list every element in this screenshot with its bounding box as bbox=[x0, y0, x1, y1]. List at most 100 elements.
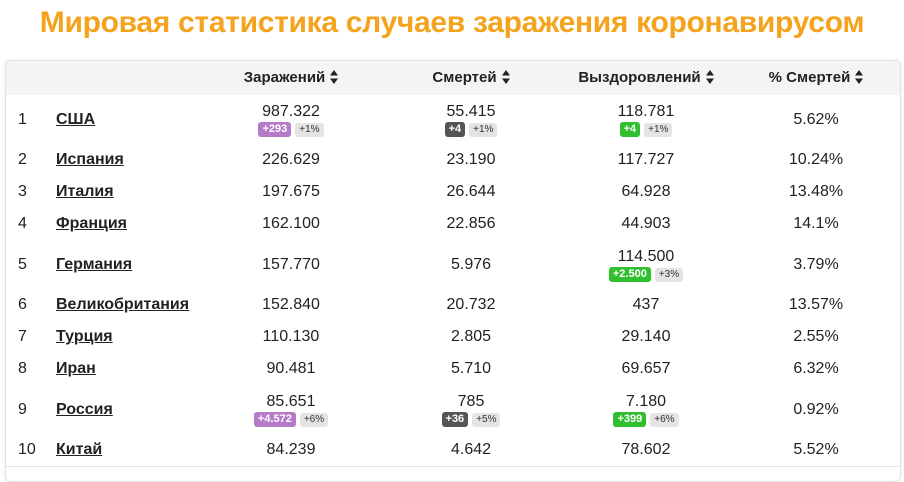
country-cell: Испания bbox=[56, 144, 226, 176]
deaths-cell: 2.805 bbox=[450, 328, 492, 345]
death-rate-cell: 0.92% bbox=[793, 400, 839, 418]
death-rate-cell: 3.79% bbox=[793, 255, 839, 273]
table-row: 7 Турция 110.130 2.805 29.140 2.55% bbox=[6, 321, 900, 354]
deaths-value: 785 bbox=[457, 393, 485, 410]
country-link[interactable]: Италия bbox=[56, 183, 114, 200]
country-link[interactable]: Иран bbox=[56, 360, 96, 377]
country-cell: Турция bbox=[56, 321, 226, 353]
infections-cell: 110.130 bbox=[262, 328, 320, 345]
country-link[interactable]: Россия bbox=[56, 400, 113, 418]
deaths-value: 55.415 bbox=[446, 103, 496, 120]
column-header-death-rate[interactable]: % Смертей bbox=[741, 61, 891, 95]
recovered-delta-badge: +4 bbox=[619, 122, 641, 137]
deaths-percent-badge: +5% bbox=[472, 412, 501, 427]
table-row: 5 Германия 157.770 5.976 114.500 +2.500 … bbox=[6, 240, 900, 290]
deaths-badges: +36 +5% bbox=[441, 412, 501, 427]
table-row: 4 Франция 162.100 22.856 44.903 14.1% bbox=[6, 208, 900, 241]
rank-cell: 9 bbox=[18, 400, 27, 418]
column-header-label: Выздоровлений bbox=[578, 69, 701, 86]
table-row: 1 США 987.322 +293 +1% 55.415 +4 +1% 118… bbox=[6, 95, 900, 145]
column-header-label: Заражений bbox=[243, 69, 326, 86]
deaths-delta-badge: +36 bbox=[441, 412, 469, 427]
recovered-badges: +2.500 +3% bbox=[608, 267, 684, 282]
country-link[interactable]: США bbox=[56, 110, 96, 128]
column-header-label: Смертей bbox=[432, 69, 497, 86]
death-rate-cell: 2.55% bbox=[793, 328, 839, 345]
deaths-delta-badge: +4 bbox=[444, 122, 466, 137]
recovered-value: 118.781 bbox=[617, 103, 675, 120]
infections-cell: 226.629 bbox=[262, 151, 320, 168]
recovered-badges: +4 +1% bbox=[619, 122, 673, 137]
sort-icon bbox=[330, 70, 339, 84]
infections-cell: 162.100 bbox=[262, 215, 320, 232]
recovered-cell: 64.928 bbox=[621, 183, 671, 200]
recovered-cell: 7.180 +399 +6% bbox=[571, 385, 721, 434]
deaths-badges: +4 +1% bbox=[444, 122, 498, 137]
recovered-value: 114.500 bbox=[617, 248, 675, 265]
recovered-cell: 29.140 bbox=[621, 328, 671, 345]
rank-cell: 5 bbox=[18, 255, 27, 273]
recovered-cell: 117.727 bbox=[617, 151, 675, 168]
country-link[interactable]: Китай bbox=[56, 441, 103, 458]
deaths-cell: 20.732 bbox=[446, 296, 496, 313]
column-header-deaths[interactable]: Смертей bbox=[396, 61, 546, 95]
sort-icon bbox=[501, 70, 510, 84]
table-header: Заражений Смертей Выздоровлений % Смерте… bbox=[6, 61, 900, 96]
sort-icon bbox=[855, 70, 864, 84]
column-header-infections[interactable]: Заражений bbox=[216, 61, 366, 95]
deaths-cell: 26.644 bbox=[446, 183, 496, 200]
page-title: Мировая статистика случаев заражения кор… bbox=[39, 6, 865, 39]
table-row: 8 Иран 90.481 5.710 69.657 6.32% bbox=[6, 353, 900, 386]
deaths-cell: 5.710 bbox=[450, 360, 492, 377]
rank-cell: 10 bbox=[18, 441, 36, 458]
recovered-cell: 437 bbox=[632, 296, 660, 313]
rank-cell: 2 bbox=[18, 151, 27, 168]
infections-delta-badge: +4.572 bbox=[253, 412, 296, 427]
table-row: 2 Испания 226.629 23.190 117.727 10.24% bbox=[6, 144, 900, 177]
death-rate-cell: 10.24% bbox=[788, 151, 844, 168]
death-rate-cell: 5.52% bbox=[793, 441, 839, 458]
infections-cell: 987.322 +293 +1% bbox=[216, 95, 366, 144]
recovered-percent-badge: +1% bbox=[644, 122, 673, 137]
recovered-percent-badge: +6% bbox=[650, 412, 679, 427]
deaths-cell: 5.976 bbox=[450, 255, 492, 273]
infections-cell: 85.651 +4.572 +6% bbox=[216, 385, 366, 434]
country-cell: Китай bbox=[56, 434, 226, 466]
infections-value: 85.651 bbox=[266, 393, 316, 410]
country-link[interactable]: Испания bbox=[56, 151, 124, 168]
country-link[interactable]: Великобритания bbox=[56, 296, 190, 313]
country-cell: Иран bbox=[56, 353, 226, 385]
recovered-delta-badge: +2.500 bbox=[608, 267, 651, 282]
deaths-percent-badge: +1% bbox=[469, 122, 498, 137]
infections-badges: +4.572 +6% bbox=[253, 412, 329, 427]
country-cell: США bbox=[56, 95, 226, 144]
death-rate-cell: 5.62% bbox=[793, 110, 839, 128]
deaths-cell: 785 +36 +5% bbox=[396, 385, 546, 434]
deaths-cell: 22.856 bbox=[446, 215, 496, 232]
country-cell: Италия bbox=[56, 176, 226, 208]
rank-cell: 3 bbox=[18, 183, 27, 200]
death-rate-cell: 14.1% bbox=[793, 215, 839, 232]
deaths-cell: 55.415 +4 +1% bbox=[396, 95, 546, 144]
death-rate-cell: 6.32% bbox=[793, 360, 839, 377]
infections-badges: +293 +1% bbox=[258, 122, 324, 137]
deaths-cell: 4.642 bbox=[450, 441, 492, 458]
infections-cell: 197.675 bbox=[262, 183, 320, 200]
table-row: 3 Италия 197.675 26.644 64.928 13.48% bbox=[6, 176, 900, 209]
column-header-recovered[interactable]: Выздоровлений bbox=[571, 61, 721, 95]
country-link[interactable]: Германия bbox=[56, 255, 133, 273]
infections-cell: 90.481 bbox=[266, 360, 316, 377]
column-header-label: % Смертей bbox=[768, 69, 851, 86]
infections-cell: 152.840 bbox=[262, 296, 320, 313]
country-cell: Великобритания bbox=[56, 289, 226, 321]
table-row: 9 Россия 85.651 +4.572 +6% 785 +36 +5% 7… bbox=[6, 385, 900, 435]
country-link[interactable]: Турция bbox=[56, 328, 113, 345]
recovered-cell: 78.602 bbox=[621, 441, 671, 458]
death-rate-cell: 13.57% bbox=[788, 296, 844, 313]
recovered-badges: +399 +6% bbox=[613, 412, 679, 427]
recovered-percent-badge: +3% bbox=[654, 267, 684, 282]
recovered-cell: 114.500 +2.500 +3% bbox=[571, 240, 721, 289]
rank-cell: 7 bbox=[18, 328, 27, 345]
country-link[interactable]: Франция bbox=[56, 215, 127, 232]
deaths-cell: 23.190 bbox=[446, 151, 496, 168]
